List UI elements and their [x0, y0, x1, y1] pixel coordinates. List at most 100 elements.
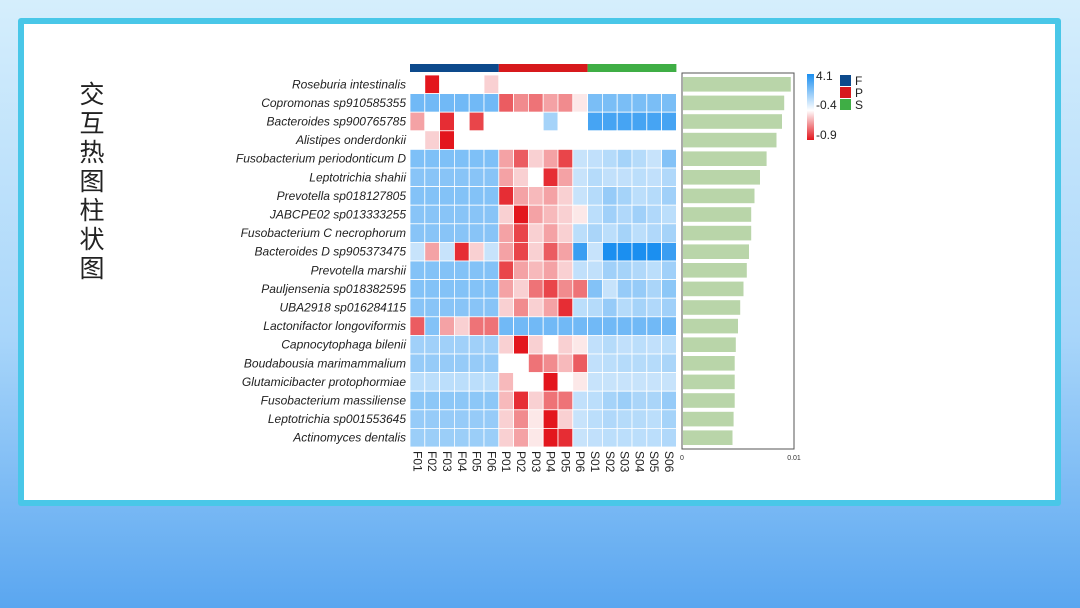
heatmap-cell — [587, 111, 603, 132]
column-label: F05 — [470, 451, 484, 472]
bar — [683, 170, 760, 185]
heatmap-cell — [587, 186, 603, 206]
row-label: UBA2918 sp016284115 — [279, 301, 406, 315]
heatmap-cell — [513, 279, 529, 299]
column-label: S06 — [662, 451, 676, 473]
heatmap-cell — [557, 111, 574, 132]
heatmap-cell — [616, 148, 633, 169]
heatmap-cell — [498, 316, 514, 336]
heatmap-cell — [572, 223, 588, 243]
heatmap-cell — [439, 148, 455, 169]
heatmap-cell — [631, 130, 648, 150]
heatmap-cell — [498, 409, 514, 429]
heatmap-cell — [483, 167, 500, 188]
heatmap-cell — [572, 148, 588, 169]
heatmap-cell — [661, 260, 677, 281]
heatmap-cell — [602, 130, 618, 150]
heatmap-cell — [557, 204, 574, 225]
heatmap-cell — [528, 279, 544, 299]
heatmap-cell — [646, 74, 662, 95]
bar-panel: 0 0.01 — [680, 72, 801, 462]
group-bar-P — [498, 64, 588, 72]
bar — [683, 207, 752, 222]
heatmap-cell — [572, 279, 588, 299]
heatmap-cell — [513, 334, 529, 355]
heatmap-cell — [602, 167, 618, 188]
heatmap-cell — [646, 130, 662, 150]
heatmap-cell — [631, 409, 648, 429]
heatmap-cell — [602, 297, 618, 318]
column-label: S05 — [647, 451, 661, 473]
heatmap-cell — [409, 334, 426, 355]
heatmap-cell — [661, 353, 677, 374]
heatmap-cell — [631, 186, 648, 206]
heatmap-cell — [587, 130, 603, 150]
heatmap-cell — [453, 353, 470, 374]
heatmap-cell — [557, 409, 574, 429]
bar — [683, 114, 782, 129]
heatmap-cell — [602, 111, 618, 132]
heatmap-cell — [409, 279, 426, 299]
heatmap-cell — [498, 186, 514, 206]
bar — [683, 263, 747, 278]
heatmap-cell — [424, 427, 440, 448]
heatmap-cell — [424, 111, 440, 132]
heatmap-cell — [453, 241, 470, 262]
heatmap-cell — [498, 390, 514, 411]
heatmap-cell — [498, 372, 514, 392]
heatmap-cell — [439, 241, 455, 262]
heatmap-cell — [602, 372, 618, 392]
heatmap-cell — [483, 390, 500, 411]
heatmap-cell — [587, 204, 603, 225]
heatmap-cell — [631, 334, 648, 355]
heatmap-cell — [602, 353, 618, 374]
row-label: Alistipes onderdonkii — [295, 133, 406, 147]
column-label: S02 — [603, 451, 617, 473]
heatmap-cell — [646, 353, 662, 374]
column-label: S03 — [618, 451, 632, 473]
heatmap-cell — [631, 241, 648, 262]
heatmap-cell — [631, 316, 648, 336]
heatmap-cell — [513, 260, 529, 281]
heatmap-cell — [661, 390, 677, 411]
heatmap-cell — [528, 241, 544, 262]
heatmap-cell — [661, 241, 677, 262]
heatmap-cell — [572, 204, 588, 225]
heatmap-cell — [542, 148, 559, 169]
heatmap-cell — [557, 186, 574, 206]
heatmap-cell — [542, 93, 559, 113]
heatmap-cell — [498, 223, 514, 243]
heatmap-cell — [646, 223, 662, 243]
row-label: Leptotrichia sp001553645 — [268, 412, 406, 426]
group-swatch-S — [840, 99, 851, 110]
heatmap-cell — [528, 372, 544, 392]
bar — [683, 430, 733, 445]
heatmap-cell — [542, 427, 559, 448]
heatmap-cell — [409, 316, 426, 336]
heatmap-cell — [557, 74, 574, 95]
legend: 4.1 -0.4 -0.9 FPS — [807, 69, 863, 142]
heatmap-cell — [646, 409, 662, 429]
heatmap-cell — [483, 353, 500, 374]
heatmap-cell — [616, 130, 633, 150]
heatmap-cell — [468, 130, 485, 150]
heatmap-cell — [587, 260, 603, 281]
heatmap-cell — [453, 297, 470, 318]
heatmap-cell — [528, 409, 544, 429]
color-scale-bar — [807, 74, 814, 140]
heatmap-cell — [528, 353, 544, 374]
heatmap-cell — [616, 279, 633, 299]
heatmap-cell — [483, 409, 500, 429]
heatmap-cell — [616, 241, 633, 262]
heatmap-cells — [409, 74, 677, 448]
heatmap-cell — [528, 334, 544, 355]
heatmap-cell — [528, 111, 544, 132]
heatmap-cell — [616, 409, 633, 429]
heatmap-cell — [513, 427, 529, 448]
column-labels: F01 F02 F03 F04 F05 F06 P01 P02 P03 P04 P05 P06 S01 S… — [410, 451, 676, 473]
heatmap-cell — [468, 353, 485, 374]
bar — [683, 318, 738, 334]
heatmap-cell — [587, 241, 603, 262]
heatmap-cell — [409, 148, 426, 169]
heatmap-cell — [498, 260, 514, 281]
